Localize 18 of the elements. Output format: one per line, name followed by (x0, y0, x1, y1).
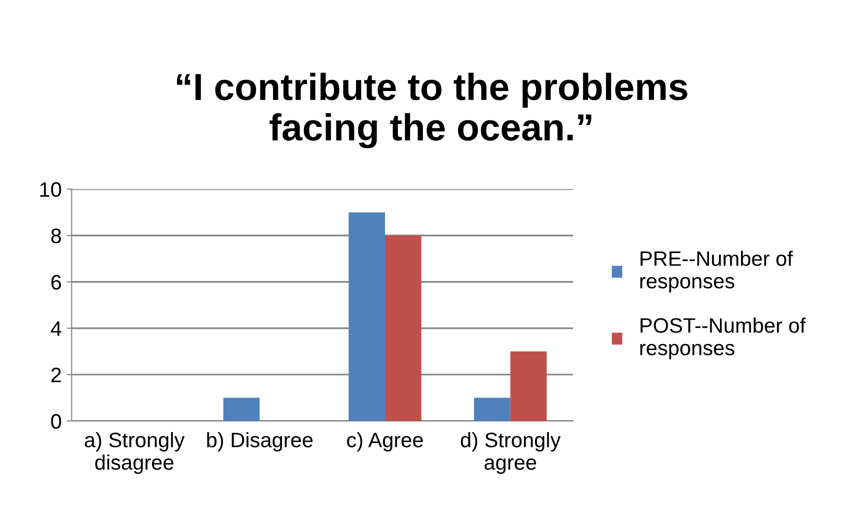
x-tick-label: b) Disagree (207, 432, 313, 452)
legend-label: POST--Number of responses (640, 318, 806, 360)
bar (474, 398, 510, 421)
x-tick-label: c) Agree (347, 432, 423, 452)
chart-title: “I contribute to the problems facing the ocean.” (176, 72, 688, 148)
y-tick-label: 0 (51, 414, 62, 429)
bar (223, 398, 260, 421)
y-tick-label: 6 (51, 274, 61, 290)
x-tick-label: a) Strongly disagree (84, 432, 185, 474)
y-tick-label: 10 (40, 182, 62, 197)
bar (385, 236, 422, 421)
y-tick-label: 4 (50, 321, 62, 336)
y-tick-label: 2 (51, 368, 61, 382)
bar (510, 351, 547, 421)
bar (348, 212, 386, 421)
legend-label: PRE--Number of responses (640, 250, 793, 293)
y-tick-label: 8 (51, 228, 61, 244)
x-tick-label: d) Strongly agree (460, 432, 561, 474)
